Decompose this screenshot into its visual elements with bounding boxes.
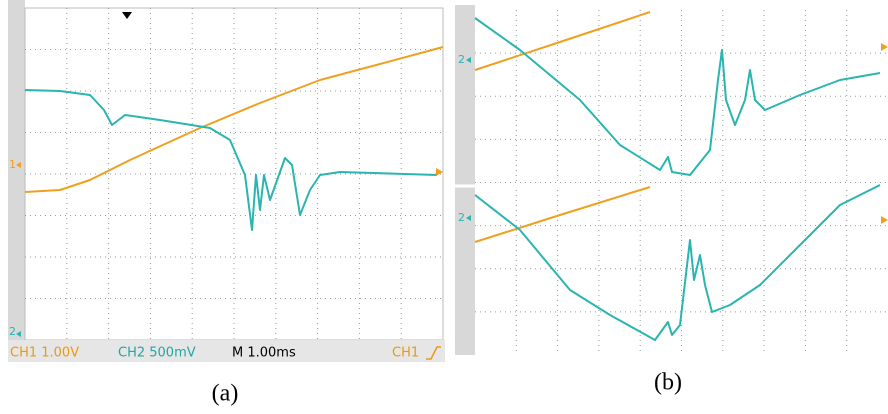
- trigger-source: CH1: [392, 346, 419, 361]
- timebase: M 1.00ms: [232, 346, 296, 361]
- ch2-marker: 2: [458, 53, 465, 66]
- caption: (a): [212, 381, 239, 407]
- ch1-marker: 1: [9, 158, 16, 171]
- ch2-marker: 2: [458, 211, 465, 224]
- ch2-marker: 2: [9, 325, 16, 338]
- ch1-scale: CH1 1.00V: [10, 346, 79, 361]
- scope-screen: [475, 10, 888, 355]
- ch2-scale: CH2 500mV: [118, 346, 196, 361]
- figure: 1 2 CH1 1.00V CH2 500mV M 1.00ms CH1 (a)…: [0, 0, 888, 414]
- caption: (b): [654, 370, 682, 396]
